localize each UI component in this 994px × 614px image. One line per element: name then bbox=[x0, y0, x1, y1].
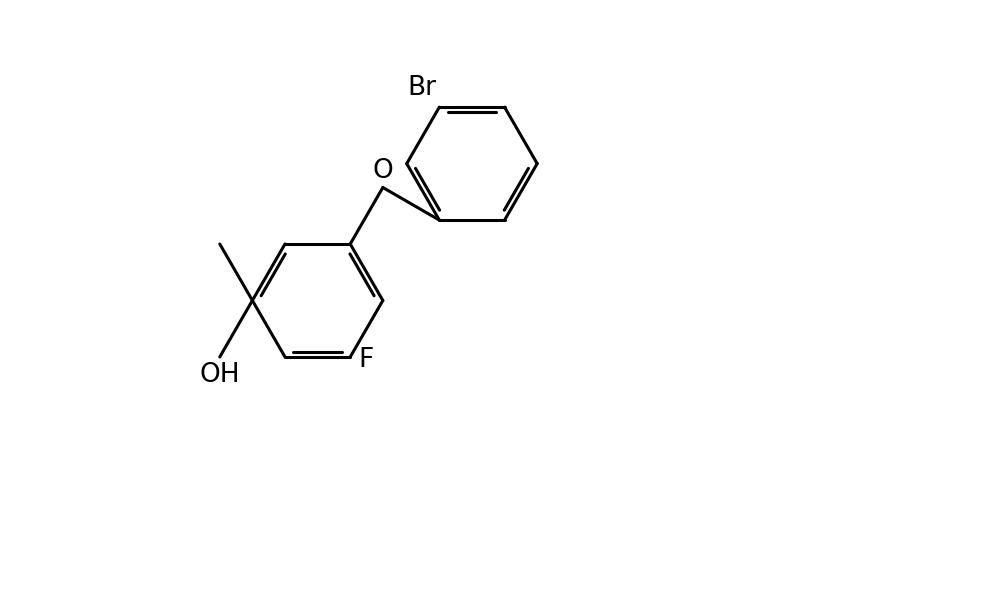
Text: Br: Br bbox=[408, 75, 436, 101]
Text: OH: OH bbox=[200, 362, 241, 388]
Text: F: F bbox=[358, 348, 374, 373]
Text: O: O bbox=[373, 158, 394, 184]
